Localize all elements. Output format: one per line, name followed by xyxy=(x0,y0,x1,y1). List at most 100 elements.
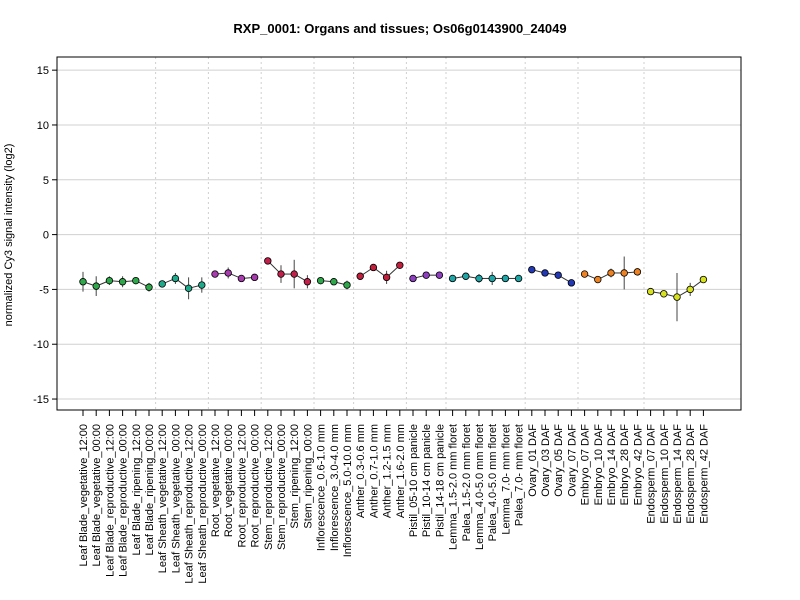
x-tick-label: Palea_1.5-2.0 mm floret xyxy=(461,424,473,541)
x-tick-label: Leaf Blade_reproductive_00:00 xyxy=(118,424,130,577)
data-point xyxy=(145,283,153,291)
x-tick-label: Pistil_10-14 cm panicle xyxy=(421,424,433,537)
data-point xyxy=(198,281,206,289)
y-tick-label: 10 xyxy=(37,120,49,132)
data-point xyxy=(528,265,536,274)
data-point xyxy=(541,269,549,277)
data-point xyxy=(79,278,87,286)
x-tick-label: Embryo_28 DAF xyxy=(619,424,631,506)
plot-frame xyxy=(56,56,742,411)
x-tick-label: Leaf Sheath_reproductive_12:00 xyxy=(184,424,196,584)
x-tick-label: Endosperm_10 DAF xyxy=(659,424,671,524)
x-tick-label: Inflorescence_5.0-10.0 mm xyxy=(342,424,354,557)
data-point xyxy=(105,276,114,285)
x-tick-label: Embryo_14 DAF xyxy=(606,424,618,506)
x-tick-label: Root_reproductive_12:00 xyxy=(236,424,248,548)
data-point xyxy=(132,276,140,285)
x-tick-label: Embryo_42 DAF xyxy=(632,424,644,506)
x-tick-label: Endosperm_14 DAF xyxy=(672,424,684,524)
x-tick-label: Leaf Sheath_vegetative_12:00 xyxy=(157,424,169,573)
data-point xyxy=(567,279,576,287)
y-axis: -15 -10 -5 0 5 10 15 xyxy=(33,65,57,406)
data-point xyxy=(633,268,642,276)
y-axis-label: normalized Cy3 signal intensity (log2) xyxy=(3,144,15,327)
data-point xyxy=(462,272,470,280)
x-tick-label: Leaf Sheath_reproductive_00:00 xyxy=(197,424,209,584)
x-tick-label: Anther_1.6-2.0 mm xyxy=(395,424,407,518)
data-point xyxy=(620,269,628,277)
data-point xyxy=(118,278,127,286)
x-tick-label: Ovary_01 DAF xyxy=(527,424,539,497)
x-tick-label: Lemma_4.0-5.0 mm floret xyxy=(474,424,486,550)
x-tick-label: Endosperm_42 DAF xyxy=(698,424,710,524)
y-tick-label: -5 xyxy=(39,284,49,296)
y-tick-label: 5 xyxy=(43,175,49,187)
x-tick-label: Anther_0.7-1.0 mm xyxy=(368,424,380,518)
x-tick-label: Leaf Sheath_vegetative_00:00 xyxy=(170,424,182,573)
y-tick-label: 0 xyxy=(43,230,49,242)
data-point xyxy=(382,273,391,282)
x-tick-label: Leaf Blade_ripening_00:00 xyxy=(144,424,156,556)
data-point xyxy=(409,274,417,283)
series xyxy=(79,256,708,322)
data-point xyxy=(316,276,325,285)
data-point xyxy=(514,274,523,283)
data-point xyxy=(673,293,681,301)
x-tick-label: Root_vegetative_00:00 xyxy=(223,424,235,537)
x-tick-label: Leaf Blade_vegetative_12:00 xyxy=(78,424,90,567)
data-point xyxy=(237,274,246,283)
x-tick-label: Ovary_03 DAF xyxy=(540,424,552,497)
x-tick-label: Root_vegetative_12:00 xyxy=(210,424,222,537)
x-tick-label: Embryo_10 DAF xyxy=(593,424,605,506)
data-point xyxy=(158,280,166,288)
data-point xyxy=(660,290,668,298)
data-point xyxy=(343,281,351,289)
x-tick-label: Anther_1.2-1.5 mm xyxy=(382,424,394,518)
x-tick-label: Stem_ripening_00:00 xyxy=(302,424,314,529)
data-point xyxy=(330,278,338,286)
data-point xyxy=(290,270,298,278)
y-tick-label: -10 xyxy=(33,339,49,351)
x-tick-label: Lemma_7.0- mm floret xyxy=(500,424,512,535)
data-point xyxy=(488,274,496,283)
x-tick-label: Leaf Blade_vegetative_00:00 xyxy=(91,424,103,567)
grid-lines xyxy=(57,69,741,400)
x-tick-label: Stem_ripening_12:00 xyxy=(289,424,301,529)
x-tick-label: Leaf Blade_reproductive_12:00 xyxy=(104,424,116,577)
x-tick-label: Ovary_05 DAF xyxy=(553,424,565,497)
x-tick-label: Inflorescence_0.6-1.0 mm xyxy=(316,424,328,551)
data-point xyxy=(92,282,100,290)
data-point xyxy=(594,275,602,284)
data-point xyxy=(171,274,180,283)
data-point xyxy=(224,269,232,277)
data-point xyxy=(277,270,285,278)
x-tick-label: Pistil_05-10 cm panicle xyxy=(408,424,420,537)
x-tick-label: Root_reproductive_00:00 xyxy=(250,424,262,548)
data-point xyxy=(211,270,219,278)
chart-title: RXP_0001: Organs and tissues; Os06g01439… xyxy=(233,21,566,36)
data-point xyxy=(422,271,430,279)
data-point xyxy=(435,271,444,279)
x-tick-label: Lemma_1.5-2.0 mm floret xyxy=(448,424,460,550)
group-separators xyxy=(155,57,645,410)
x-tick-label: Endosperm_07 DAF xyxy=(646,424,658,524)
y-tick-label: 15 xyxy=(37,65,49,77)
y-tick-label: -15 xyxy=(33,394,49,406)
x-tick-label: Palea_7.0- mm floret xyxy=(514,424,526,526)
data-point xyxy=(699,275,708,284)
data-point xyxy=(356,272,364,280)
data-point xyxy=(396,261,404,269)
x-tick-label: Palea_4.0-5.0 mm floret xyxy=(487,424,499,541)
x-tick-label: Inflorescence_3.0-4.0 mm xyxy=(329,424,341,551)
x-tick-label: Stem_reproductive_12:00 xyxy=(263,424,275,550)
data-point xyxy=(448,274,457,283)
data-point xyxy=(686,285,694,294)
data-point xyxy=(607,269,615,277)
x-tick-label: Endosperm_28 DAF xyxy=(685,424,697,524)
x-tick-label: Embryo_07 DAF xyxy=(580,424,592,506)
x-tick-label: Pistil_14-18 cm panicle xyxy=(434,424,446,537)
data-point xyxy=(184,284,193,293)
x-tick-label: Anther_0.3-0.6 mm xyxy=(355,424,367,518)
data-point xyxy=(250,273,259,282)
